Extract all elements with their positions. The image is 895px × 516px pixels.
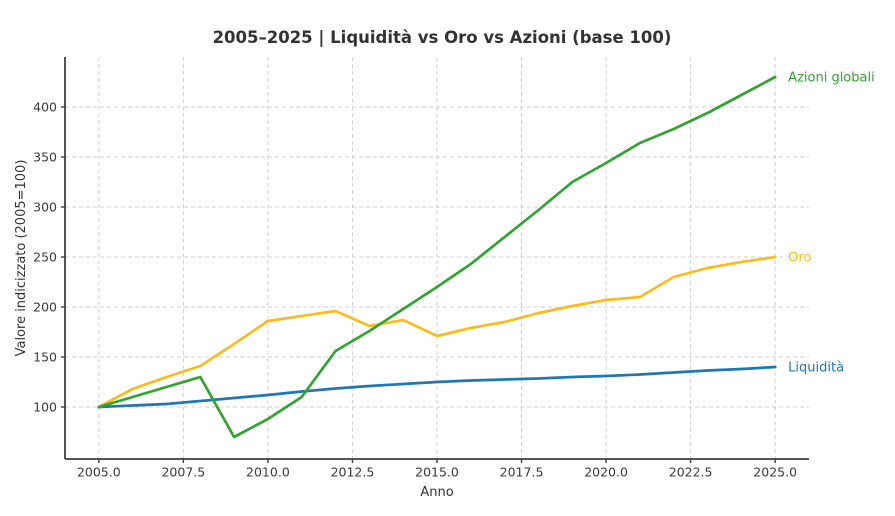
y-tick-label: 100 bbox=[33, 400, 57, 415]
x-tick-label: 2025.0 bbox=[753, 465, 797, 480]
series-line-liquidità bbox=[97, 365, 777, 409]
series-line-azioni-globali bbox=[97, 75, 777, 439]
y-tick-label: 200 bbox=[33, 300, 57, 315]
x-tick-label: 2020.0 bbox=[584, 465, 628, 480]
y-tick-label: 300 bbox=[33, 200, 57, 215]
y-axis-label: Valore indicizzato (2005=100) bbox=[14, 160, 29, 357]
x-tick-label: 2017.5 bbox=[500, 465, 544, 480]
series-end-label-oro: Oro bbox=[788, 251, 811, 266]
x-axis-label: Anno bbox=[420, 485, 453, 500]
y-tick-label: 150 bbox=[33, 350, 57, 365]
grid-layer bbox=[65, 57, 809, 459]
y-tick-label: 250 bbox=[33, 250, 57, 265]
series-end-label-azioni-globali: Azioni globali bbox=[788, 71, 875, 86]
x-tick-label: 2005.0 bbox=[77, 465, 121, 480]
x-tick-label: 2010.0 bbox=[246, 465, 290, 480]
y-tick-label: 400 bbox=[33, 100, 57, 115]
series-layer bbox=[97, 75, 777, 439]
axes-layer: 2005.0 2007.5 2010.0 2012.5 2015.0 2017.5 2020… bbox=[33, 57, 809, 480]
chart-title: 2005–2025 | Liquidità vs Oro vs Azioni (… bbox=[213, 28, 672, 48]
x-tick-label: 2015.0 bbox=[415, 465, 459, 480]
labels-layer: Liquidità Oro Azioni globali bbox=[788, 71, 875, 376]
x-tick-label: 2012.5 bbox=[331, 465, 375, 480]
series-line-oro bbox=[97, 255, 777, 409]
x-tick-label: 2022.5 bbox=[669, 465, 713, 480]
y-tick-label: 350 bbox=[33, 150, 57, 165]
x-tick-label: 2007.5 bbox=[161, 465, 205, 480]
series-end-label-liquidità: Liquidità bbox=[788, 361, 844, 376]
